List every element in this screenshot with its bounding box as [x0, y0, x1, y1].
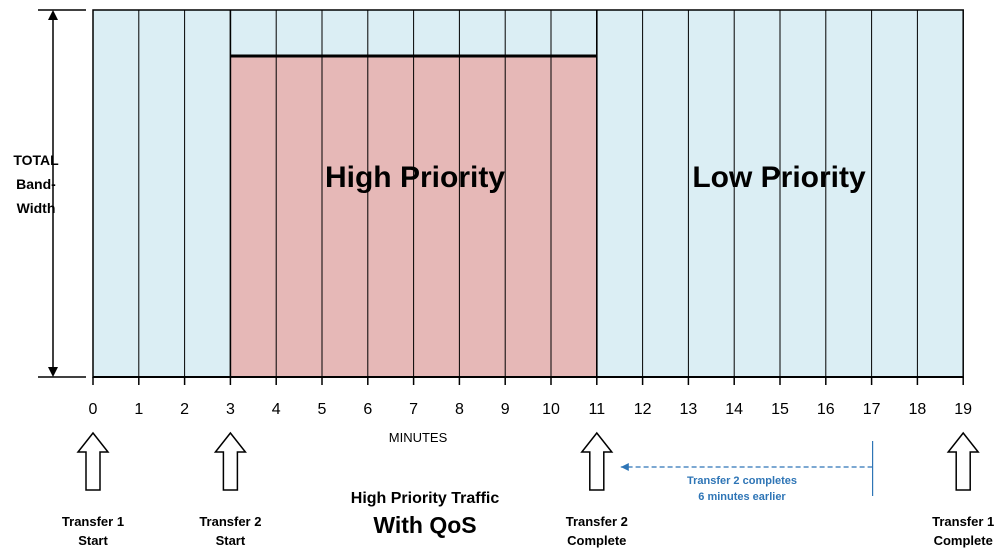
event-up-arrow-icon: [213, 431, 247, 491]
x-axis-tick-label: 10: [542, 401, 560, 418]
bandwidth-arrow-down-head: [48, 367, 58, 377]
y-axis-label-line-1: TOTAL: [13, 152, 59, 168]
x-axis-tick-label: 8: [454, 401, 464, 418]
x-axis-tick-label: 1: [134, 401, 144, 418]
low-priority-label: Low Priority: [692, 161, 866, 194]
event-up-arrow-icon: [580, 431, 614, 491]
x-axis-tick-label: 12: [633, 401, 652, 418]
event-label-line-2: Start: [78, 533, 108, 548]
event-up-arrow-icon: [76, 431, 110, 491]
x-axis-tick-label: 15: [771, 401, 789, 418]
x-axis-tick-label: 19: [954, 401, 973, 418]
x-axis-tick-label: 9: [500, 401, 510, 418]
event-label-line-1: Transfer 1: [932, 514, 995, 529]
event-label-line-1: Transfer 1: [61, 514, 125, 529]
x-axis-tick-label: 5: [317, 401, 327, 418]
caption-line-1: High Priority Traffic: [350, 490, 500, 507]
event-up-arrow-icon: [946, 431, 980, 491]
event-label: Transfer 2 Start: [175, 512, 285, 550]
high-priority-label: High Priority: [324, 161, 505, 194]
x-axis-tick-label: 13: [679, 401, 698, 418]
event-label: Transfer 2 Complete: [542, 512, 652, 550]
y-axis-label-line-2: Band-: [16, 176, 56, 192]
y-axis-label-line-3: Width: [16, 200, 56, 216]
time-saved-note-line-1: Transfer 2 completes: [686, 475, 798, 487]
x-axis-tick-label: 18: [908, 401, 927, 418]
x-axis-tick-label: 2: [180, 401, 190, 418]
x-axis-tick-label: 11: [588, 401, 606, 418]
x-axis-tick-label: 4: [271, 401, 281, 418]
x-axis-tick-label: 0: [88, 401, 98, 418]
y-axis-label: TOTAL Band- Width: [2, 148, 70, 220]
event-label: Transfer 1 Complete: [908, 512, 1002, 550]
event-label: Transfer 1 Start: [38, 512, 148, 550]
event-label-line-2: Complete: [933, 533, 993, 548]
event-label-line-1: Transfer 2: [199, 514, 262, 529]
event-label-line-2: Complete: [567, 533, 627, 548]
caption-line-2: With QoS: [373, 512, 477, 538]
x-axis-tick-label: 16: [816, 401, 835, 418]
event-label-line-2: Start: [215, 533, 246, 548]
x-axis-tick-label: 7: [409, 401, 419, 418]
time-saved-note: Transfer 2 completes 6 minutes earlier: [662, 473, 822, 505]
time-saved-note-line-2: 6 minutes earlier: [698, 491, 786, 503]
x-axis-tick-label: 6: [363, 401, 373, 418]
x-axis-tick-label: 3: [225, 401, 235, 418]
event-label-line-1: Transfer 2: [565, 514, 628, 529]
x-axis-tick-label: 14: [725, 401, 744, 418]
x-axis-title: MINUTES: [388, 430, 448, 445]
x-axis-tick-label: 17: [862, 401, 881, 418]
bandwidth-arrow-up-head: [48, 10, 58, 20]
